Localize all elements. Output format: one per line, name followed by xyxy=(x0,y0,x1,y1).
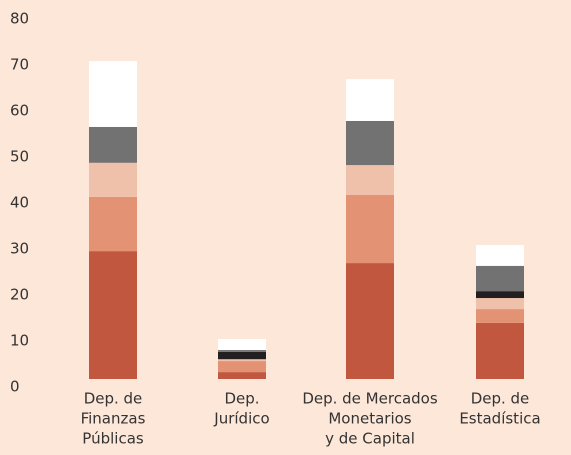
y-tick-label: 80 xyxy=(10,10,29,28)
x-tick-label: Dep. xyxy=(224,390,259,408)
bar-segment xyxy=(89,126,137,163)
y-tick-label: 40 xyxy=(10,194,29,212)
bar-segment xyxy=(346,79,394,121)
bar-segment xyxy=(476,265,524,292)
bar-segment xyxy=(346,165,394,195)
y-tick-label: 20 xyxy=(10,286,29,304)
x-tick-label: Dep. de Mercados xyxy=(302,390,438,408)
bar-segment xyxy=(89,162,137,197)
x-tick-label: Monetarios xyxy=(328,410,411,428)
bar-segment xyxy=(476,291,524,299)
bar-segment xyxy=(218,351,266,360)
y-tick-label: 30 xyxy=(10,240,29,258)
bar-segment xyxy=(476,245,524,266)
y-tick-label: 10 xyxy=(10,332,29,350)
bar-segment xyxy=(218,350,266,352)
x-tick-label: Dep. de xyxy=(84,390,143,408)
bar-segment xyxy=(89,251,137,379)
x-tick-label: Dep. de xyxy=(471,390,530,408)
x-tick-label: y de Capital xyxy=(325,430,415,448)
bar-segment xyxy=(218,338,266,351)
y-tick-label: 70 xyxy=(10,56,29,74)
y-tick-label: 50 xyxy=(10,148,29,166)
x-tick-label: Estadística xyxy=(459,410,540,428)
bar-segment xyxy=(476,309,524,323)
bar-segment xyxy=(346,195,394,264)
x-tick-label: Públicas xyxy=(82,430,144,448)
bar-segment xyxy=(346,263,394,379)
x-tick-label: Jurídico xyxy=(213,410,269,428)
bar-segment xyxy=(89,61,137,127)
bar-segment xyxy=(346,120,394,166)
y-tick-label: 60 xyxy=(10,102,29,120)
x-tick-label: Finanzas xyxy=(81,410,146,428)
bar-segment xyxy=(476,322,524,379)
bar-segment xyxy=(89,196,137,252)
bar-segment xyxy=(218,372,266,379)
bar-segment xyxy=(218,359,266,362)
y-tick-label: 0 xyxy=(10,378,20,396)
bar-segment xyxy=(218,361,266,373)
bar-segment xyxy=(476,298,524,310)
